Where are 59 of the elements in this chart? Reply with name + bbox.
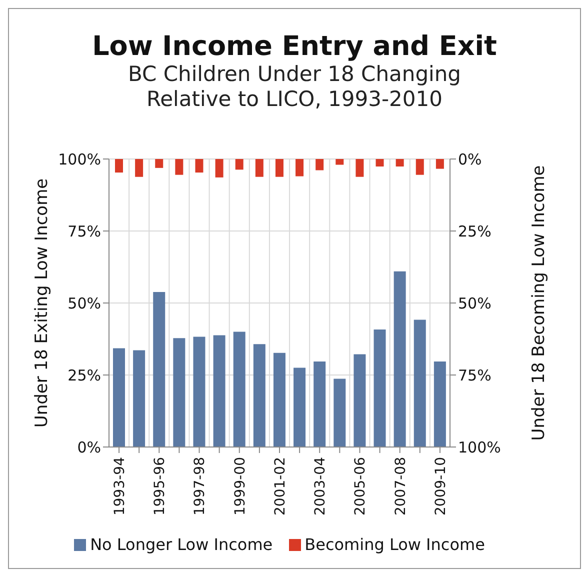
bar [316,159,324,170]
y2-tick-label: 100% [458,438,501,456]
bar [213,335,226,447]
bar [436,159,444,169]
y-tick-label: 100% [58,150,101,168]
y2-tick-label: 50% [458,294,492,312]
y-tick-label: 0% [77,438,101,456]
bar [294,368,306,447]
bar [354,354,366,447]
bar [273,352,286,447]
x-tick-label: 1993-94 [112,456,128,516]
y2-tick-label: 75% [458,366,492,384]
bar [314,361,326,447]
chart-title: Low Income Entry and Exit [91,31,498,62]
x-tick-label: 1995-96 [152,456,168,516]
bar [275,159,284,177]
chart-subtitle: BC Children Under 18 Changing Relative to LICO, 1993-2010 [126,62,462,112]
y2-tick-label: 0% [458,150,482,168]
bar [115,159,123,173]
bar [396,159,404,166]
bar [394,271,406,447]
bar [376,159,384,166]
x-tick-label: 2003-04 [312,456,329,516]
bar [155,159,164,168]
bar [235,159,244,170]
bar [255,159,264,177]
y-tick-label: 75% [68,222,101,240]
bar [434,361,446,447]
bar [153,292,166,447]
bar [135,159,144,177]
bar [336,159,344,165]
y-tick-label: 50% [68,294,101,312]
y2-axis-title: Under 18 Becoming Low Income [529,165,550,441]
x-tick-label: 2005-06 [352,456,369,516]
legend-label: No Longer Low Income [89,535,273,554]
bar [296,159,304,176]
bar [173,338,186,447]
x-tick-label: 2009-10 [432,457,449,516]
bar [193,336,206,447]
bar [215,159,224,178]
bar [416,159,424,175]
x-tick-label: 1997-98 [192,457,208,516]
bar [253,344,266,447]
x-tick-label: 2001-02 [272,457,288,516]
bar [414,320,426,447]
y-tick-label: 25% [68,366,101,384]
y2-tick-label: 25% [458,222,492,240]
bar [233,332,246,447]
bar [334,378,346,447]
bar [356,159,364,177]
x-tick-label: 1999-00 [232,457,248,516]
legend-label: Becoming Low Income [304,535,485,554]
bar [133,350,146,447]
bar [374,329,386,447]
x-tick-label: 2007-08 [392,457,409,516]
bar [195,159,204,173]
bar [175,159,184,175]
y-axis-title: Under 18 Exiting Low Income [32,178,52,428]
bar [113,348,125,447]
